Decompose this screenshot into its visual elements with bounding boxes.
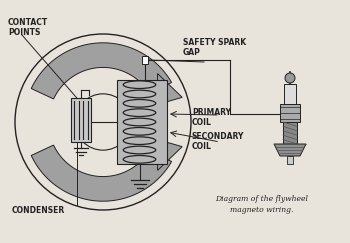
Bar <box>283 122 297 144</box>
Bar <box>280 104 300 122</box>
Polygon shape <box>158 74 182 104</box>
Text: SECONDARY
COIL: SECONDARY COIL <box>192 132 244 151</box>
Bar <box>287 156 293 164</box>
Polygon shape <box>31 43 172 99</box>
Bar <box>141 56 147 64</box>
Bar <box>71 98 91 142</box>
Text: CONTACT
POINTS: CONTACT POINTS <box>8 18 48 37</box>
Text: SAFETY SPARK
GAP: SAFETY SPARK GAP <box>183 38 246 57</box>
Bar <box>117 80 167 164</box>
Polygon shape <box>158 139 182 170</box>
Circle shape <box>285 73 295 83</box>
Bar <box>284 84 296 104</box>
Text: CONDENSER: CONDENSER <box>12 206 65 215</box>
Text: Diagram of the flywheel
magneto wiring.: Diagram of the flywheel magneto wiring. <box>216 195 308 214</box>
Text: PRIMARY
COIL: PRIMARY COIL <box>192 108 231 127</box>
Polygon shape <box>31 145 172 201</box>
Polygon shape <box>274 144 306 156</box>
